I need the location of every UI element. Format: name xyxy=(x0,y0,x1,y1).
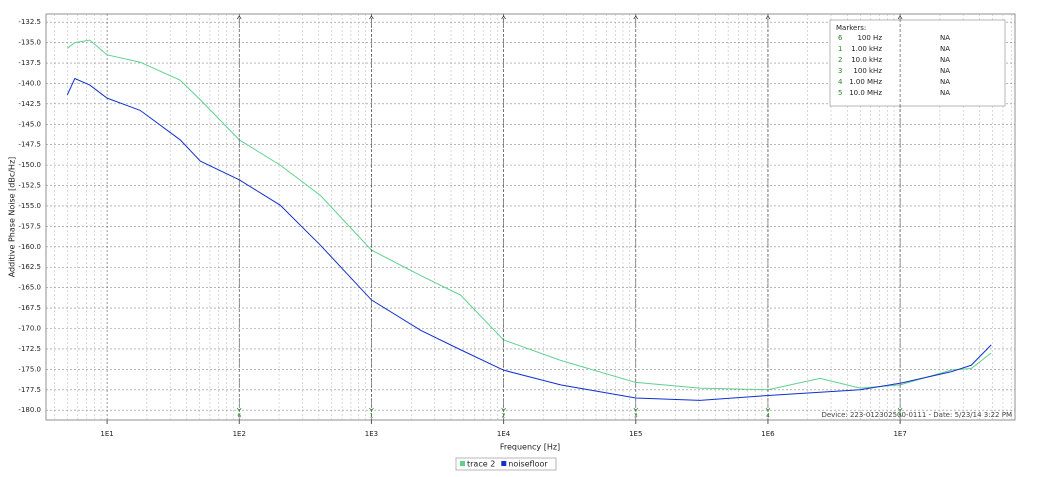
marker-arrow-bottom xyxy=(236,407,242,412)
y-tick-label: -162.5 xyxy=(18,263,41,271)
y-tick-label: -175.0 xyxy=(18,365,41,373)
x-tick-label: 1E4 xyxy=(497,430,511,438)
marker-row-freq: 1.00 kHz xyxy=(851,45,882,53)
series-line xyxy=(66,39,992,391)
marker-label: 3 xyxy=(634,413,638,420)
marker-arrow-top xyxy=(633,15,639,20)
marker-arrow-top xyxy=(236,15,242,20)
marker-arrow-top xyxy=(897,15,903,20)
x-tick-label: 1E6 xyxy=(761,430,775,438)
x-tick-label: 1E7 xyxy=(893,430,906,438)
x-tick-label: 1E1 xyxy=(100,430,113,438)
device-info: Device: 223-012302500-0111 - Date: 5/23/… xyxy=(821,411,1012,419)
y-tick-label: -140.0 xyxy=(18,79,41,87)
y-tick-label: -145.0 xyxy=(18,120,41,128)
marker-arrow-bottom xyxy=(501,407,506,412)
marker-row-value: NA xyxy=(940,45,950,53)
marker-row-freq: 10.0 kHz xyxy=(851,56,882,64)
y-tick-label: -172.5 xyxy=(18,345,41,353)
marker-label: 1 xyxy=(370,413,374,420)
legend-swatch xyxy=(460,461,465,466)
y-tick-label: -155.0 xyxy=(18,202,41,210)
marker-row-value: NA xyxy=(940,78,950,86)
marker-arrow-top xyxy=(369,15,374,20)
y-tick-label: -137.5 xyxy=(18,59,41,67)
x-tick-label: 1E3 xyxy=(365,430,378,438)
y-tick-label: -167.5 xyxy=(18,304,41,312)
y-tick-label: -147.5 xyxy=(18,141,41,149)
marker-box xyxy=(829,19,1006,107)
marker-label: 5 xyxy=(898,413,902,420)
marker-row-id: 6 xyxy=(838,34,843,42)
y-axis-label: Additive Phase Noise [dBc/Hz] xyxy=(8,157,17,278)
marker-arrow-bottom xyxy=(633,407,639,412)
series-layer xyxy=(66,39,992,401)
marker-row-freq: 100 kHz xyxy=(853,67,882,75)
series-line xyxy=(66,77,992,401)
marker-arrow-bottom xyxy=(765,407,771,412)
marker-row-id: 2 xyxy=(838,56,842,64)
marker-label: 6 xyxy=(237,413,241,420)
y-tick-label: -150.0 xyxy=(18,161,41,169)
marker-label: 2 xyxy=(502,413,506,420)
grid-layer xyxy=(46,14,1015,420)
legend-swatch xyxy=(501,461,507,466)
marker-row-freq: 10.0 MHz xyxy=(849,89,882,97)
legend-label: trace 2 xyxy=(467,460,495,469)
marker-row-freq: 1.00 MHz xyxy=(849,78,882,86)
y-tick-label: -152.5 xyxy=(18,182,41,190)
marker-arrow-top xyxy=(765,15,771,20)
marker-label: 4 xyxy=(766,413,770,420)
marker-row-value: NA xyxy=(940,89,950,97)
y-tick-label: -160.0 xyxy=(18,243,41,251)
y-tick-label: -177.5 xyxy=(18,386,41,394)
marker-arrow-top xyxy=(501,15,506,20)
x-tick-label: 1E5 xyxy=(629,430,642,438)
y-tick-label: -170.0 xyxy=(18,325,41,333)
x-tick-label: 1E2 xyxy=(233,430,246,438)
marker-row-value: NA xyxy=(940,56,950,64)
marker-arrow-bottom xyxy=(897,407,903,412)
marker-box-title: Markers: xyxy=(836,24,866,32)
y-tick-label: -142.5 xyxy=(18,100,41,108)
legend-label: noisefloor xyxy=(508,460,548,469)
y-tick-label: -165.0 xyxy=(18,284,41,292)
x-axis-label: Frequency [Hz] xyxy=(500,443,560,452)
marker-arrow-bottom xyxy=(369,407,374,412)
y-tick-label: -180.0 xyxy=(18,406,41,414)
y-tick-label: -135.0 xyxy=(18,39,41,47)
y-tick-label: -157.5 xyxy=(18,222,41,230)
marker-row-id: 3 xyxy=(838,67,842,75)
marker-row-value: NA xyxy=(940,34,950,42)
marker-row-id: 1 xyxy=(838,45,842,53)
marker-row-id: 5 xyxy=(838,89,842,97)
marker-row-freq: 100 Hz xyxy=(857,34,882,42)
marker-row-value: NA xyxy=(940,67,950,75)
marker-row-id: 4 xyxy=(838,78,843,86)
y-tick-label: -132.5 xyxy=(18,18,41,26)
